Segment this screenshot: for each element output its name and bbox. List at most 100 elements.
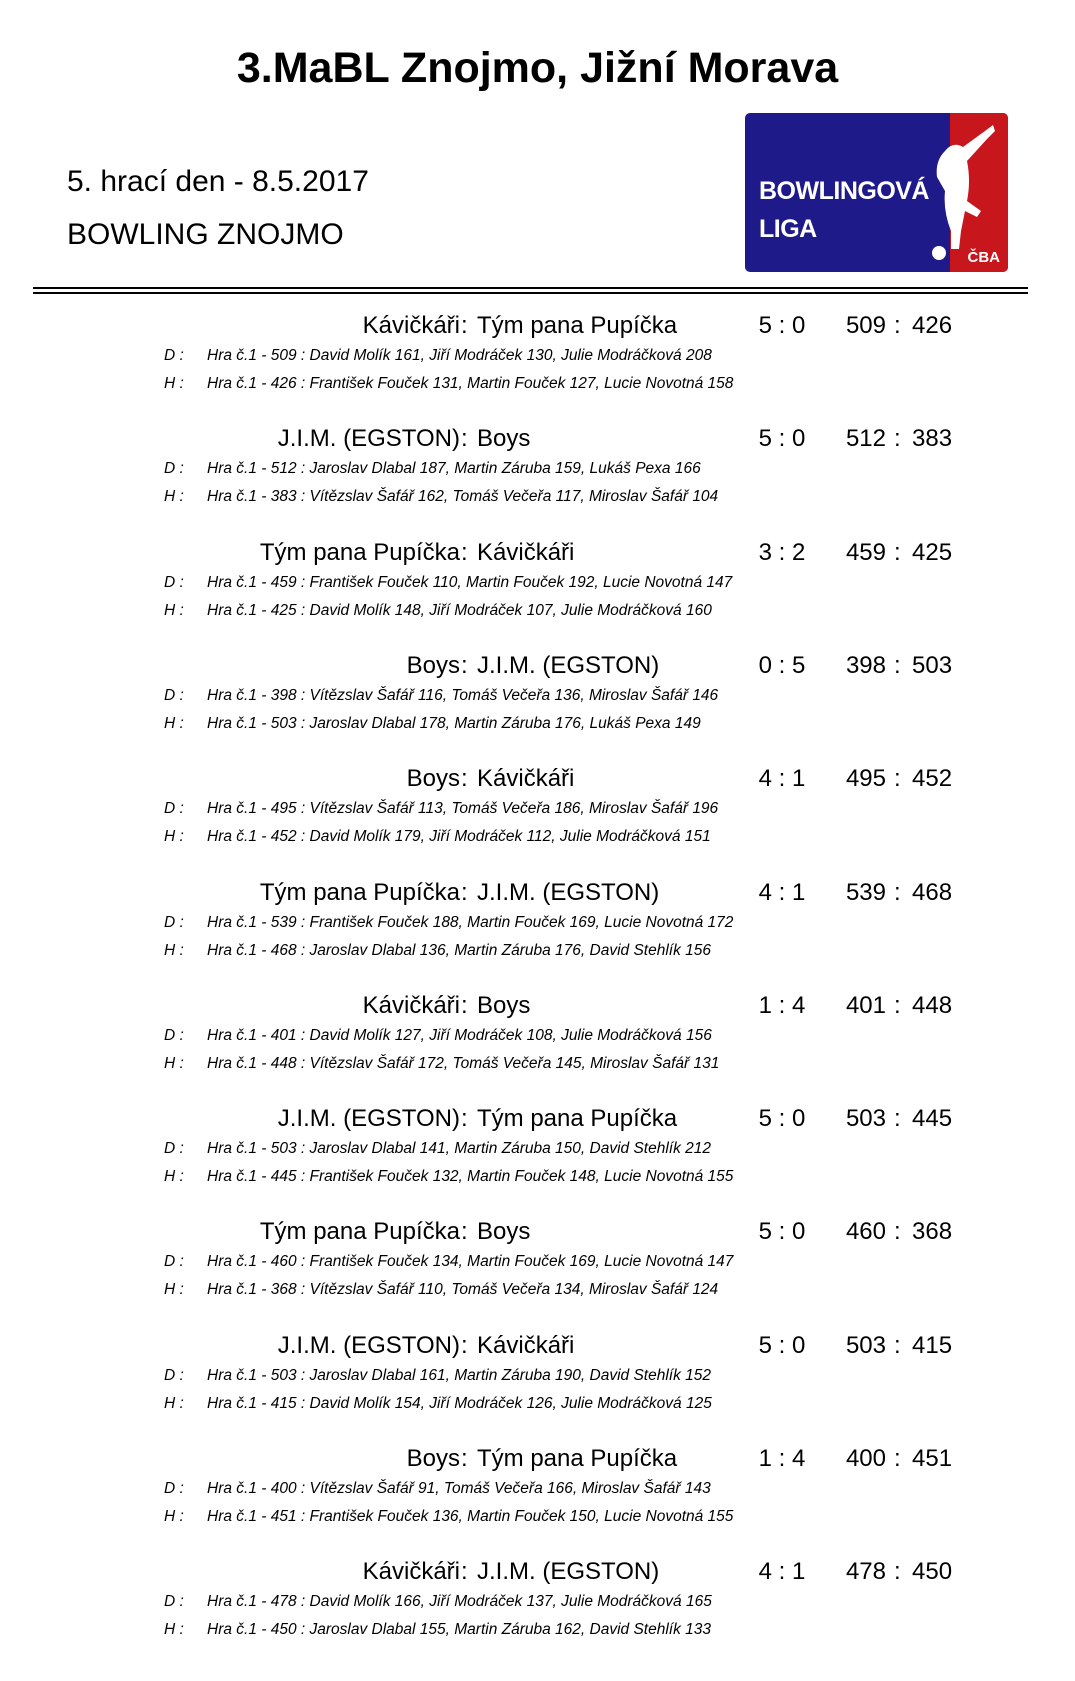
team-separator: :: [461, 765, 468, 793]
match-points: 1 : 4: [758, 1445, 806, 1472]
home-game-detail: Hra č.1 - 460 : František Fouček 134, Ma…: [207, 1253, 734, 1271]
match-points: 5 : 0: [758, 1218, 806, 1246]
away-total: 425: [912, 538, 953, 566]
home-total: 503: [845, 1105, 886, 1133]
away-label: H :: [164, 488, 184, 506]
match-points: 5 : 0: [758, 1105, 806, 1133]
match-points: 5 : 0: [758, 1331, 806, 1359]
away-label: H :: [164, 1508, 184, 1525]
divider-bottom: [33, 292, 1028, 294]
home-game-detail: Hra č.1 - 478 : David Molík 166, Jiří Mo…: [207, 1593, 712, 1611]
home-game-detail: Hra č.1 - 495 : Vítězslav Šafář 113, Tom…: [207, 800, 719, 818]
away-label: H :: [164, 1394, 184, 1412]
match-block: Tým pana Pupíčka : Kávičkáři 3 : 2 459 :…: [0, 539, 1075, 649]
bowling-league-logo: BOWLINGOVÁ LIGA ČBA: [745, 113, 1008, 272]
away-team: Kávičkáři: [477, 765, 575, 793]
home-game-detail: Hra č.1 - 503 : Jaroslav Dlabal 141, Mar…: [207, 1140, 712, 1158]
match-points: 4 : 1: [758, 765, 806, 793]
away-game-detail: Hra č.1 - 451 : František Fouček 136, Ma…: [207, 1508, 734, 1525]
home-team: J.I.M. (EGSTON): [277, 425, 460, 453]
home-total: 478: [845, 1558, 886, 1586]
away-total: 445: [912, 1105, 953, 1133]
away-total: 415: [912, 1331, 953, 1359]
match-block: Kávičkáři : Boys 1 : 4 401 : 448 D : Hra…: [0, 992, 1075, 1102]
away-team: Tým pana Pupíčka: [477, 312, 678, 339]
away-team: J.I.M. (EGSTON): [477, 651, 660, 679]
team-separator: :: [461, 1105, 468, 1133]
total-separator: :: [894, 425, 901, 453]
away-total: 448: [912, 991, 953, 1019]
home-total: 495: [845, 765, 886, 793]
away-total: 450: [912, 1558, 953, 1586]
total-separator: :: [894, 1558, 901, 1586]
away-game-detail: Hra č.1 - 503 : Jaroslav Dlabal 178, Mar…: [207, 714, 701, 732]
away-team: Kávičkáři: [477, 1331, 575, 1359]
total-separator: :: [894, 1331, 901, 1359]
away-total: 451: [912, 1445, 953, 1472]
team-separator: :: [461, 538, 468, 566]
match-points: 3 : 2: [758, 538, 806, 566]
match-block: J.I.M. (EGSTON) : Boys 5 : 0 512 : 383 D…: [0, 425, 1075, 535]
away-label: H :: [164, 828, 184, 846]
away-game-detail: Hra č.1 - 426 : František Fouček 131, Ma…: [207, 375, 734, 392]
away-game-detail: Hra č.1 - 368 : Vítězslav Šafář 110, Tom…: [207, 1281, 719, 1299]
match-points: 0 : 5: [758, 651, 806, 679]
away-label: H :: [164, 1281, 184, 1299]
match-block: Boys : Kávičkáři 4 : 1 495 : 452 D : Hra…: [0, 765, 1075, 875]
away-game-detail: Hra č.1 - 445 : František Fouček 132, Ma…: [207, 1168, 734, 1186]
away-game-detail: Hra č.1 - 468 : Jaroslav Dlabal 136, Mar…: [207, 941, 712, 959]
team-separator: :: [461, 1445, 468, 1472]
away-label: H :: [164, 375, 184, 392]
home-total: 539: [845, 878, 886, 906]
home-game-detail: Hra č.1 - 509 : David Molík 161, Jiří Mo…: [207, 347, 712, 364]
logo-text-line2: LIGA: [759, 215, 817, 243]
divider-top: [33, 287, 1028, 289]
home-total: 460: [845, 1218, 886, 1246]
home-total: 459: [845, 538, 886, 566]
home-team: Boys: [406, 765, 460, 793]
match-points: 4 : 1: [758, 878, 806, 906]
match-block: J.I.M. (EGSTON) : Tým pana Pupíčka 5 : 0…: [0, 1105, 1075, 1215]
away-total: 468: [912, 878, 953, 906]
away-total: 426: [912, 312, 953, 339]
match-block: Boys : Tým pana Pupíčka 1 : 4 400 : 451 …: [0, 1445, 1075, 1555]
away-game-detail: Hra č.1 - 383 : Vítězslav Šafář 162, Tom…: [207, 488, 719, 506]
home-total: 512: [845, 425, 886, 453]
team-separator: :: [461, 878, 468, 906]
match-points: 5 : 0: [758, 425, 806, 453]
home-game-detail: Hra č.1 - 398 : Vítězslav Šafář 116, Tom…: [207, 686, 719, 704]
venue: BOWLING ZNOJMO: [67, 218, 344, 251]
home-team: Kávičkáři: [362, 312, 460, 339]
away-label: H :: [164, 1621, 184, 1639]
home-label: D :: [164, 347, 184, 364]
team-separator: :: [461, 1558, 468, 1586]
home-label: D :: [164, 1480, 184, 1497]
home-team: J.I.M. (EGSTON): [277, 1105, 460, 1133]
home-label: D :: [164, 800, 184, 818]
home-game-detail: Hra č.1 - 401 : David Molík 127, Jiří Mo…: [207, 1026, 712, 1044]
away-total: 452: [912, 765, 953, 793]
total-separator: :: [894, 538, 901, 566]
home-label: D :: [164, 460, 184, 478]
away-game-detail: Hra č.1 - 425 : David Molík 148, Jiří Mo…: [207, 601, 712, 619]
away-team: J.I.M. (EGSTON): [477, 1558, 660, 1586]
home-team: Tým pana Pupíčka: [259, 878, 460, 906]
match-day-date: 5. hrací den - 8.5.2017: [67, 165, 369, 198]
home-team: Boys: [406, 651, 460, 679]
match-block: Kávičkáři : J.I.M. (EGSTON) 4 : 1 478 : …: [0, 1558, 1075, 1668]
away-team: Tým pana Pupíčka: [477, 1445, 678, 1472]
home-label: D :: [164, 573, 184, 591]
logo-text-line1: BOWLINGOVÁ: [759, 177, 930, 205]
home-label: D :: [164, 1593, 184, 1611]
away-team: Boys: [477, 1218, 531, 1246]
match-points: 5 : 0: [758, 312, 806, 339]
home-team: Boys: [406, 1445, 460, 1472]
team-separator: :: [461, 312, 468, 339]
match-block: Tým pana Pupíčka : Boys 5 : 0 460 : 368 …: [0, 1218, 1075, 1328]
total-separator: :: [894, 1218, 901, 1246]
away-game-detail: Hra č.1 - 448 : Vítězslav Šafář 172, Tom…: [207, 1054, 720, 1072]
match-block: Boys : J.I.M. (EGSTON) 0 : 5 398 : 503 D…: [0, 652, 1075, 762]
home-label: D :: [164, 1366, 184, 1384]
home-total: 509: [845, 312, 886, 339]
away-team: Boys: [477, 991, 531, 1019]
